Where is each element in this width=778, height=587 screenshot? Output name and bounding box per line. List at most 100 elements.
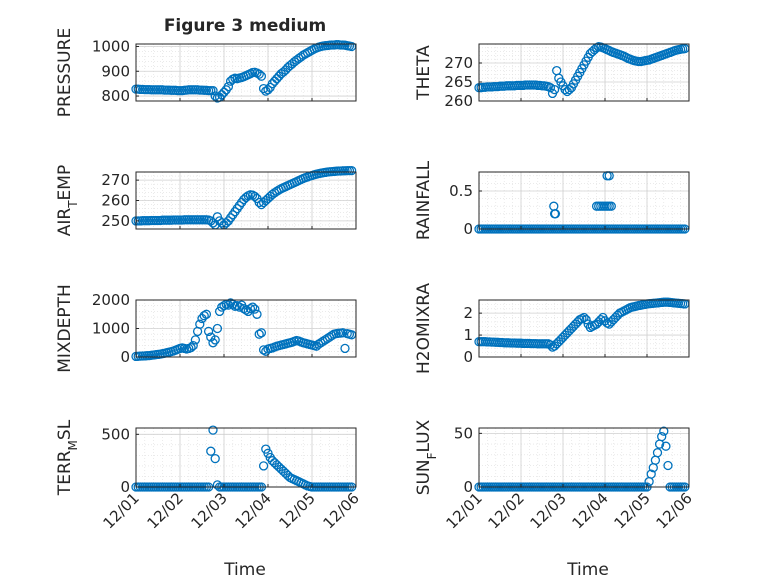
data-point bbox=[657, 431, 667, 442]
y-axis-label: SUNFLUX bbox=[414, 419, 439, 495]
data-point bbox=[210, 453, 220, 464]
data-point bbox=[206, 446, 216, 456]
data-point bbox=[247, 302, 258, 312]
y-axis-label: MIXDEPTH bbox=[55, 284, 75, 373]
data-point bbox=[579, 312, 589, 323]
x-axis-label-right: Time bbox=[566, 560, 609, 580]
data-point bbox=[560, 84, 570, 95]
y-tick-label: 2000 bbox=[92, 291, 130, 309]
data-point bbox=[252, 309, 262, 319]
subplot-6: 0 1 2 H2OMIXRA bbox=[414, 283, 690, 374]
data-point bbox=[258, 461, 269, 471]
subplot-5: 0 1000 2000 MIXDEPTH bbox=[55, 284, 357, 373]
y-tick-label: 250 bbox=[101, 212, 130, 230]
data-point bbox=[188, 340, 198, 351]
y-tick-label: 270 bbox=[444, 54, 473, 72]
data-point bbox=[223, 81, 234, 92]
x-tick-label: 12/04 bbox=[569, 489, 612, 532]
y-tick-label: 0 bbox=[120, 348, 130, 366]
data-point bbox=[659, 426, 669, 436]
y-tick-label: 0.5 bbox=[449, 182, 473, 200]
data-point bbox=[199, 311, 209, 321]
x-tick-label: 12/05 bbox=[611, 489, 654, 532]
x-tick-label: 12/06 bbox=[320, 489, 363, 532]
figure-title: Figure 3 medium bbox=[164, 16, 326, 36]
data-point bbox=[606, 201, 616, 211]
y-axis-label: H2OMIXRA bbox=[414, 283, 434, 374]
y-tick-label: 500 bbox=[101, 425, 130, 443]
x-tick-label: 12/04 bbox=[232, 489, 275, 532]
data-point bbox=[245, 303, 256, 314]
y-tick-label: 0 bbox=[463, 348, 473, 366]
data-point bbox=[550, 209, 561, 219]
y-tick-label: 0 bbox=[463, 220, 473, 238]
data-point bbox=[652, 448, 663, 458]
axes-frame bbox=[135, 427, 357, 488]
data-point bbox=[254, 197, 264, 208]
data-point bbox=[210, 91, 220, 101]
data-point bbox=[661, 441, 671, 451]
y-tick-label: 1000 bbox=[92, 37, 130, 55]
data-point bbox=[208, 85, 218, 96]
x-tick-label: 12/03 bbox=[188, 489, 231, 532]
subplot-4: 0 0.5 RAINFALL bbox=[414, 160, 690, 240]
data-point bbox=[210, 335, 220, 345]
data-point bbox=[545, 340, 556, 350]
data-point bbox=[190, 335, 201, 345]
data-point bbox=[212, 323, 223, 334]
y-tick-label: 0 bbox=[120, 478, 130, 496]
data-point bbox=[223, 300, 234, 310]
data-point bbox=[545, 83, 556, 93]
y-axis-label: TERRMSL bbox=[55, 419, 80, 496]
y-tick-label: 1 bbox=[463, 326, 473, 344]
data-point bbox=[208, 338, 218, 348]
y-axis-label: PRESSURE bbox=[55, 28, 75, 117]
data-point bbox=[258, 345, 269, 355]
axes-frame bbox=[478, 427, 690, 488]
data-point bbox=[581, 315, 591, 325]
y-tick-label: 50 bbox=[454, 424, 473, 442]
data-point bbox=[346, 165, 357, 176]
y-tick-label: 2 bbox=[463, 304, 473, 322]
y-tick-label: 260 bbox=[444, 92, 473, 110]
data-point bbox=[250, 191, 260, 202]
data-point bbox=[217, 218, 227, 228]
y-tick-label: 1000 bbox=[92, 320, 130, 338]
data-point bbox=[186, 342, 196, 353]
y-tick-label: 260 bbox=[101, 192, 130, 210]
data-point bbox=[201, 309, 212, 319]
subplot-3: 250 260 270 AIRTEMP bbox=[55, 165, 357, 236]
plot-area bbox=[136, 428, 356, 487]
axes-frame bbox=[135, 43, 357, 102]
y-axis-label: RAINFALL bbox=[414, 160, 434, 240]
data-point bbox=[549, 84, 560, 95]
x-tick-label: 12/06 bbox=[653, 489, 696, 532]
data-point bbox=[254, 69, 264, 79]
data-point bbox=[208, 425, 218, 435]
data-point bbox=[195, 319, 205, 329]
y-tick-label: 0 bbox=[463, 478, 473, 496]
data-point bbox=[663, 460, 673, 471]
y-axis-label: THETA bbox=[414, 45, 434, 101]
data-point bbox=[646, 469, 656, 479]
y-tick-label: 900 bbox=[101, 62, 130, 80]
data-point bbox=[327, 330, 337, 341]
axes-frame bbox=[478, 43, 690, 102]
axes-frame bbox=[478, 171, 690, 230]
data-point bbox=[212, 480, 223, 490]
data-point bbox=[254, 329, 264, 339]
data-point bbox=[203, 326, 214, 337]
x-tick-label: 12/03 bbox=[527, 489, 570, 532]
subplot-1: 800 900 1000 PRESSURE bbox=[55, 28, 357, 117]
data-point bbox=[232, 203, 242, 214]
data-point bbox=[214, 306, 225, 317]
data-point bbox=[256, 71, 267, 81]
x-tick-label: 12/05 bbox=[276, 489, 319, 532]
data-point bbox=[263, 85, 273, 95]
data-point bbox=[338, 328, 348, 338]
